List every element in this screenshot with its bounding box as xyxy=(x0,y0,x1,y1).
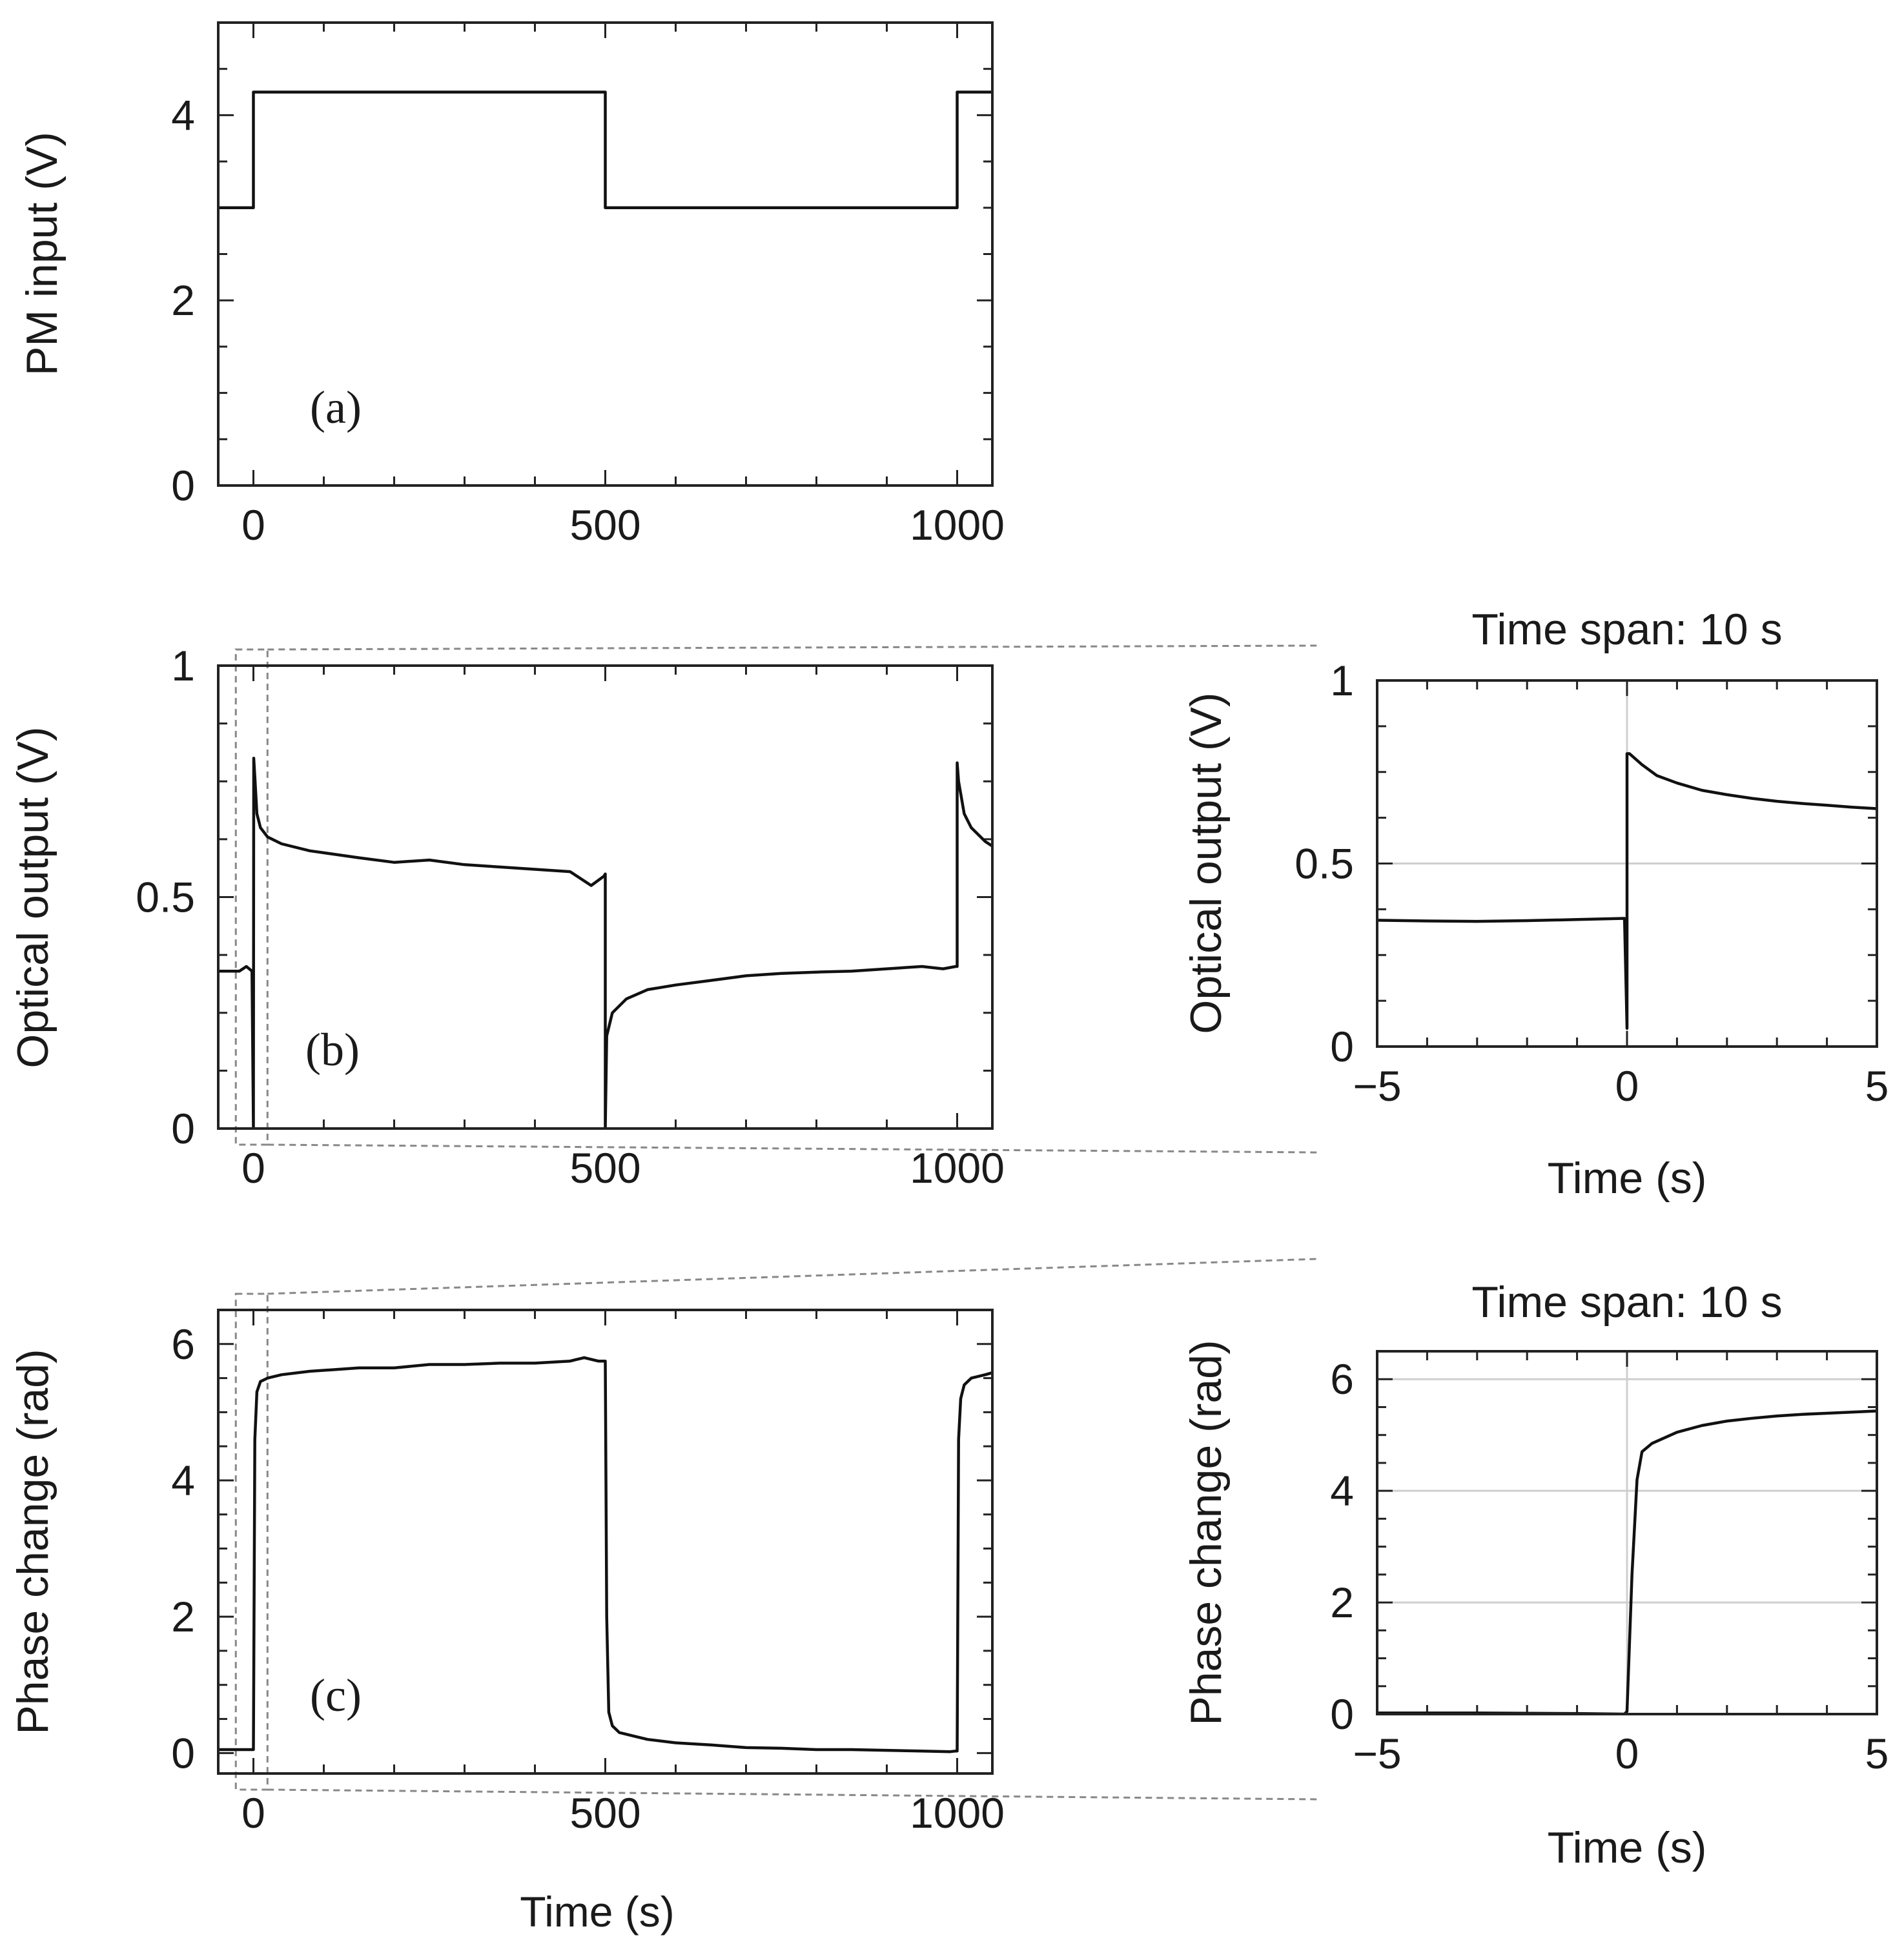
y-tick-label: 0.5 xyxy=(1295,840,1354,888)
y-tick-label: 0 xyxy=(1330,1023,1354,1070)
chart-panel-c: 0 500 1000 0 2 4 6 Phase change (rad) (c) xyxy=(8,1309,1005,1837)
chart-panel-a: 0 500 1000 0 2 4 PM input (V) (a) xyxy=(17,21,1005,549)
zoom-window-rect-c xyxy=(234,1293,269,1791)
chart-title: Time span: 10 s xyxy=(1471,605,1782,654)
y-tick-label: 4 xyxy=(1330,1467,1354,1515)
zoom-connector-bottom-b xyxy=(267,1143,1318,1154)
y-axis-label: PM input (V) xyxy=(17,132,67,376)
axes-frame xyxy=(217,664,994,1130)
axes-frame xyxy=(1376,679,1878,1048)
axes-frame xyxy=(217,21,994,487)
panel-label: (b) xyxy=(305,1024,360,1076)
y-tick-label: 0 xyxy=(171,1105,195,1152)
x-tick-label: −5 xyxy=(1353,1062,1401,1110)
y-tick-label: 2 xyxy=(171,1593,195,1640)
series-line-c-0 xyxy=(218,1356,992,1753)
chart-panel-b: 0 500 1000 0 0.5 1 Optical output (V) (b) xyxy=(8,642,1005,1192)
y-tick-label: 1 xyxy=(171,642,195,690)
panel-label: (c) xyxy=(310,1670,362,1721)
x-tick-label: 1000 xyxy=(910,1144,1005,1192)
y-tick-label: 4 xyxy=(171,91,195,139)
zoom-connector-top-c xyxy=(267,1258,1318,1295)
x-axis-label: Time (s) xyxy=(1548,1823,1707,1872)
x-tick-label: 0 xyxy=(241,1789,265,1837)
y-tick-label: 2 xyxy=(171,276,195,324)
x-tick-label: 5 xyxy=(1865,1730,1889,1777)
y-tick-label: 0 xyxy=(171,462,195,509)
series-line-b-zoom-0 xyxy=(1377,752,1877,1030)
y-tick-label: 6 xyxy=(171,1320,195,1368)
x-tick-label: 0 xyxy=(241,501,265,549)
x-tick-label: 5 xyxy=(1865,1062,1889,1110)
y-tick-label: 4 xyxy=(171,1456,195,1504)
zoom-window-rect-b xyxy=(234,648,269,1146)
y-tick-label: 0 xyxy=(171,1729,195,1777)
figure-x-axis-label: Time (s) xyxy=(520,1888,675,1936)
y-tick-label: 0.5 xyxy=(136,874,195,921)
y-tick-label: 1 xyxy=(1330,657,1354,704)
zoom-connectors xyxy=(234,644,1318,1801)
y-axis-label: Phase change (rad) xyxy=(1182,1340,1231,1725)
y-tick-label: 0 xyxy=(1330,1690,1354,1738)
x-tick-label: 0 xyxy=(1615,1062,1639,1110)
x-tick-label: 500 xyxy=(569,1144,640,1192)
x-tick-label: 500 xyxy=(569,1789,640,1837)
axes-frame xyxy=(217,1309,994,1775)
zoom-connector-top-b xyxy=(267,644,1318,651)
y-axis-label: Optical output (V) xyxy=(8,726,57,1068)
panel-label: (a) xyxy=(310,382,362,433)
x-tick-label: 0 xyxy=(1615,1730,1639,1777)
y-axis-label: Phase change (rad) xyxy=(8,1349,57,1734)
series-line-a-0 xyxy=(218,90,992,210)
x-tick-label: 0 xyxy=(241,1144,265,1192)
x-tick-label: 1000 xyxy=(910,1789,1005,1837)
series-line-b-0 xyxy=(218,757,992,1129)
zoom-connector-bottom-c xyxy=(267,1788,1318,1801)
axes-frame xyxy=(1376,1350,1878,1715)
x-tick-label: 1000 xyxy=(910,501,1005,549)
y-tick-label: 2 xyxy=(1330,1579,1354,1626)
x-tick-label: 500 xyxy=(569,501,640,549)
chart-title: Time span: 10 s xyxy=(1471,1278,1782,1327)
x-tick-label: −5 xyxy=(1353,1730,1401,1777)
y-tick-label: 6 xyxy=(1330,1355,1354,1403)
x-axis-label: Time (s) xyxy=(1548,1154,1707,1203)
y-axis-label: Optical output (V) xyxy=(1182,692,1231,1034)
